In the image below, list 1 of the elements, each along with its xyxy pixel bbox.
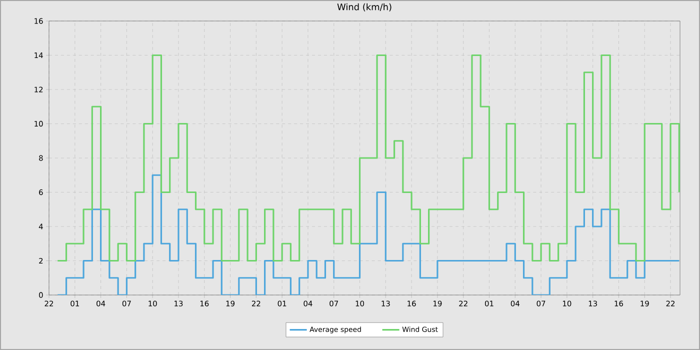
chart-title: Wind (km/h) [337,3,392,12]
